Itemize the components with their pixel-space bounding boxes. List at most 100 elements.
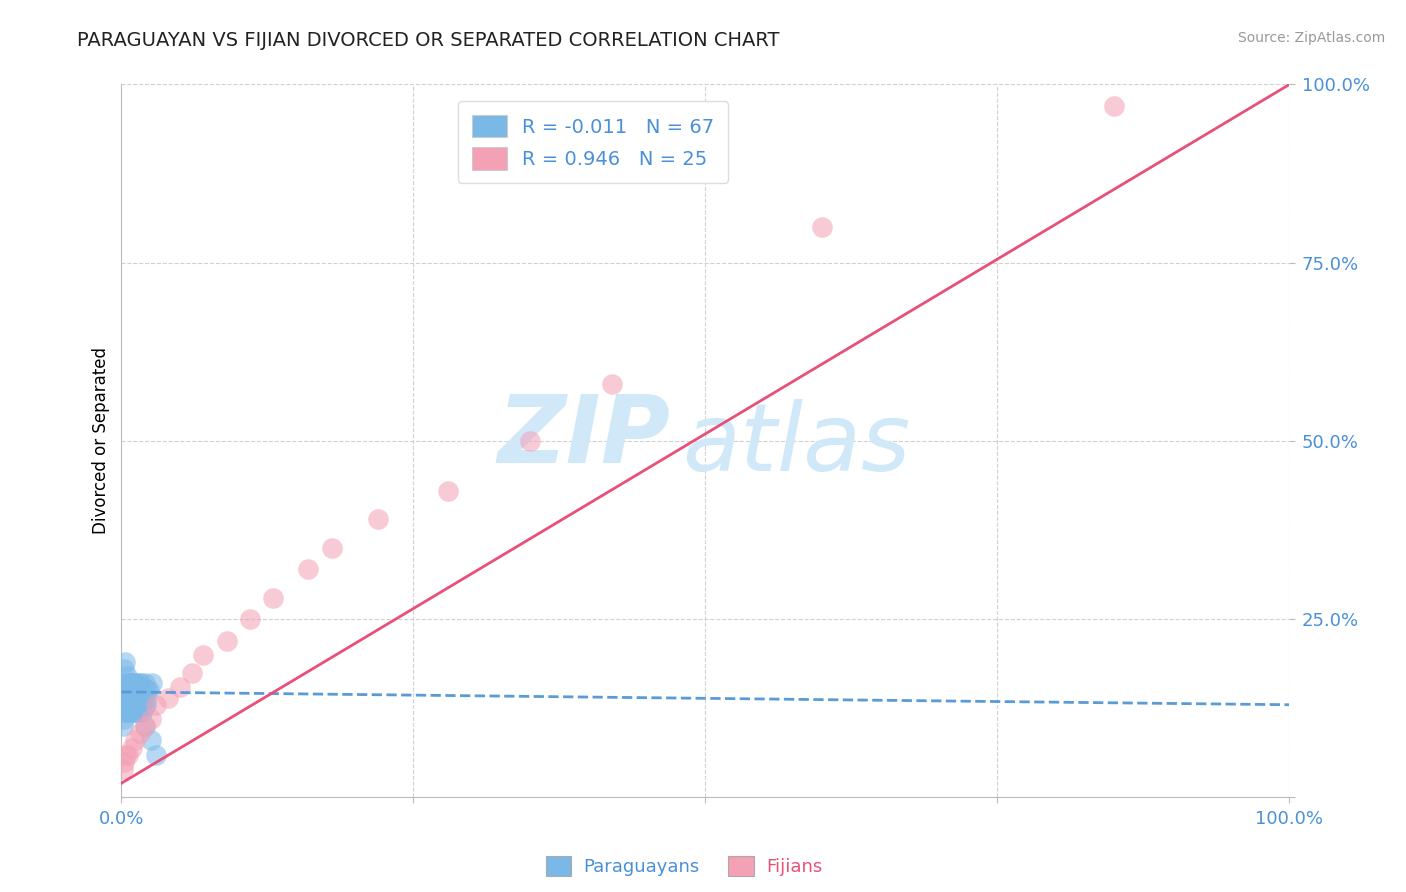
Point bbox=[157, 690, 180, 705]
Point bbox=[215, 633, 238, 648]
Point bbox=[117, 683, 139, 698]
Point bbox=[145, 747, 167, 762]
Point bbox=[321, 541, 343, 555]
Point bbox=[120, 705, 142, 719]
Point bbox=[136, 690, 159, 705]
Point bbox=[139, 733, 162, 747]
Text: atlas: atlas bbox=[682, 399, 910, 490]
Point bbox=[122, 705, 145, 719]
Point bbox=[117, 705, 139, 719]
Point bbox=[115, 698, 138, 712]
Point bbox=[112, 683, 135, 698]
Point bbox=[121, 698, 143, 712]
Point bbox=[297, 562, 319, 576]
Text: Fijians: Fijians bbox=[766, 858, 823, 876]
Y-axis label: Divorced or Separated: Divorced or Separated bbox=[93, 348, 110, 534]
Point bbox=[121, 676, 143, 690]
Point bbox=[118, 698, 141, 712]
Point bbox=[117, 690, 139, 705]
Point bbox=[112, 676, 135, 690]
Point bbox=[118, 676, 141, 690]
Point bbox=[124, 698, 146, 712]
Point bbox=[117, 683, 139, 698]
Point bbox=[121, 698, 143, 712]
Point bbox=[114, 705, 136, 719]
Point bbox=[129, 726, 152, 740]
Point bbox=[117, 747, 139, 762]
Point bbox=[367, 512, 389, 526]
Point bbox=[120, 705, 142, 719]
Point bbox=[519, 434, 541, 448]
Point bbox=[127, 698, 149, 712]
Point bbox=[111, 690, 134, 705]
Point bbox=[114, 690, 136, 705]
Point bbox=[134, 719, 156, 733]
Point bbox=[120, 683, 142, 698]
Point bbox=[134, 698, 156, 712]
Point bbox=[112, 698, 135, 712]
Point bbox=[118, 676, 141, 690]
Point bbox=[111, 762, 134, 776]
Point bbox=[124, 676, 146, 690]
Point bbox=[122, 690, 145, 705]
Point bbox=[141, 676, 163, 690]
Point bbox=[125, 705, 148, 719]
Point bbox=[125, 705, 148, 719]
Text: PARAGUAYAN VS FIJIAN DIVORCED OR SEPARATED CORRELATION CHART: PARAGUAYAN VS FIJIAN DIVORCED OR SEPARAT… bbox=[77, 31, 780, 50]
Point bbox=[136, 683, 159, 698]
Point bbox=[129, 683, 152, 698]
Point bbox=[129, 683, 152, 698]
Point bbox=[124, 676, 146, 690]
Point bbox=[112, 755, 135, 769]
Point bbox=[128, 698, 150, 712]
Legend: R = -0.011   N = 67, R = 0.946   N = 25: R = -0.011 N = 67, R = 0.946 N = 25 bbox=[458, 102, 728, 183]
Point bbox=[115, 698, 138, 712]
Point bbox=[129, 698, 152, 712]
Point bbox=[127, 690, 149, 705]
Point bbox=[600, 376, 623, 391]
Point bbox=[115, 747, 138, 762]
Point bbox=[125, 683, 148, 698]
Point bbox=[811, 220, 834, 235]
Point bbox=[132, 690, 155, 705]
Point bbox=[124, 683, 146, 698]
Point bbox=[193, 648, 215, 662]
Point bbox=[437, 483, 460, 498]
Point bbox=[121, 740, 143, 755]
Point bbox=[139, 712, 162, 726]
Point bbox=[124, 690, 146, 705]
Point bbox=[112, 712, 135, 726]
Text: Paraguayans: Paraguayans bbox=[583, 858, 700, 876]
Point bbox=[118, 676, 141, 690]
Point bbox=[124, 733, 146, 747]
Point bbox=[128, 690, 150, 705]
Text: ZIP: ZIP bbox=[498, 392, 671, 483]
Point bbox=[134, 719, 156, 733]
Point bbox=[131, 705, 153, 719]
Point bbox=[1102, 99, 1125, 113]
Point bbox=[117, 669, 139, 683]
Point bbox=[112, 662, 135, 676]
Point bbox=[111, 719, 134, 733]
Point bbox=[135, 698, 157, 712]
Point bbox=[138, 683, 160, 698]
Point bbox=[134, 676, 156, 690]
Point bbox=[180, 665, 202, 680]
Point bbox=[117, 690, 139, 705]
Point bbox=[128, 676, 150, 690]
Point bbox=[169, 680, 191, 694]
Point bbox=[120, 690, 142, 705]
Point bbox=[129, 676, 152, 690]
Point bbox=[124, 690, 146, 705]
Point bbox=[114, 705, 136, 719]
Point bbox=[121, 683, 143, 698]
Point bbox=[115, 676, 138, 690]
Point bbox=[114, 655, 136, 669]
Point bbox=[131, 705, 153, 719]
Text: Source: ZipAtlas.com: Source: ZipAtlas.com bbox=[1237, 31, 1385, 45]
Point bbox=[145, 698, 167, 712]
Point bbox=[111, 680, 134, 694]
Point bbox=[262, 591, 284, 605]
Point bbox=[239, 612, 262, 626]
Point bbox=[122, 683, 145, 698]
